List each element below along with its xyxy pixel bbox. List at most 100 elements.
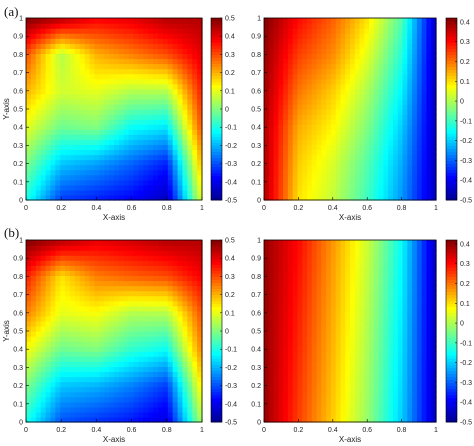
heatmap-cell: [431, 184, 437, 191]
heatmap-cell: [89, 411, 96, 418]
heatmap-cell: [40, 129, 47, 135]
heatmap-cell: [264, 134, 270, 140]
heatmap-cell: [316, 134, 322, 140]
heatmap-cell: [162, 43, 169, 49]
colorbar-band: [446, 190, 457, 195]
heatmap-cell: [30, 245, 37, 251]
colorbar-band: [211, 318, 222, 323]
heatmap-cell: [60, 68, 66, 75]
heatmap-cell: [114, 164, 120, 171]
heatmap-cell: [182, 255, 188, 261]
heatmap-cell: [30, 275, 37, 282]
heatmap-cell: [55, 325, 61, 332]
heatmap-cell: [167, 361, 174, 367]
heatmap-cell: [89, 134, 96, 140]
heatmap-cell: [109, 103, 115, 110]
heatmap-cell: [74, 23, 81, 29]
heatmap-cell: [148, 300, 154, 307]
heatmap-cell: [128, 63, 135, 70]
heatmap-cell: [138, 23, 144, 29]
heatmap-cell: [187, 28, 193, 34]
heatmap-cell: [133, 320, 140, 327]
heatmap-cell: [335, 169, 342, 176]
heatmap-cell: [350, 184, 356, 191]
heatmap-cell: [138, 265, 144, 271]
heatmap-cell: [192, 124, 198, 130]
heatmap-cell: [373, 159, 380, 166]
heatmap-cell: [192, 43, 198, 49]
heatmap-cell: [388, 331, 394, 337]
heatmap-cell: [45, 411, 52, 418]
heatmap-cell: [307, 325, 313, 332]
heatmap-cell: [292, 109, 299, 115]
heatmap-cell: [311, 411, 318, 418]
colorbar-band: [446, 127, 457, 131]
heatmap-cell: [162, 139, 169, 145]
heatmap-cell: [412, 33, 418, 39]
heatmap-cell: [407, 139, 413, 145]
heatmap-cell: [60, 280, 66, 287]
heatmap-cell: [373, 93, 380, 100]
heatmap-cell: [321, 109, 327, 115]
heatmap-cell: [407, 356, 413, 362]
heatmap-cell: [45, 179, 52, 186]
heatmap-cell: [197, 164, 203, 171]
heatmap-cell: [364, 18, 370, 24]
heatmap-cell: [167, 285, 174, 292]
heatmap-cell: [60, 174, 66, 181]
heatmap-cell: [74, 351, 81, 357]
heatmap-cell: [388, 189, 394, 196]
heatmap-cell: [402, 386, 408, 393]
heatmap-cell: [172, 164, 179, 171]
heatmap-cell: [326, 159, 332, 166]
heatmap-cell: [273, 351, 279, 357]
heatmap-cell: [84, 154, 91, 161]
heatmap-cell: [35, 103, 42, 110]
heatmap-cell: [264, 356, 270, 362]
heatmap-cell: [364, 366, 370, 373]
heatmap-cell: [94, 48, 100, 54]
heatmap-cell: [40, 189, 47, 196]
heatmap-cell: [373, 174, 380, 181]
heatmap-cell: [192, 103, 198, 110]
heatmap-cell: [283, 23, 289, 29]
heatmap-cell: [316, 129, 322, 135]
heatmap-cell: [45, 275, 52, 282]
heatmap-cell: [297, 406, 303, 413]
heatmap-cell: [162, 356, 169, 362]
heatmap-cell: [182, 265, 188, 271]
heatmap-cell: [187, 164, 193, 171]
heatmap-cell: [55, 265, 61, 271]
heatmap-cell: [302, 391, 308, 398]
heatmap-cell: [264, 194, 270, 201]
heatmap-cell: [182, 83, 188, 90]
heatmap-cell: [345, 401, 351, 408]
heatmap-cell: [143, 381, 149, 388]
heatmap-a-right: 00.10.20.30.40.50.60.70.80.910 0.2 0.4 0.6 0…: [251, 16, 472, 223]
heatmap-cell: [330, 78, 337, 85]
heatmap-cell: [292, 38, 299, 44]
heatmap-cell: [79, 38, 86, 44]
heatmap-cell: [182, 103, 188, 110]
heatmap-cell: [316, 58, 322, 65]
heatmap-cell: [373, 356, 380, 362]
heatmap-cell: [162, 275, 169, 282]
heatmap-cell: [383, 179, 389, 186]
heatmap-cell: [287, 149, 294, 156]
colorbar-band: [211, 133, 222, 137]
heatmap-cell: [345, 109, 351, 115]
heatmap-cell: [397, 356, 404, 362]
heatmap-cell: [388, 23, 394, 29]
heatmap-cell: [128, 356, 135, 362]
heatmap-cell: [60, 169, 66, 176]
x-tick-label: 0: [262, 205, 266, 212]
heatmap-cell: [118, 189, 125, 196]
colorbar-band: [211, 255, 222, 259]
heatmap-cell: [407, 189, 413, 196]
heatmap-cell: [283, 336, 289, 342]
heatmap-cell: [167, 401, 174, 408]
heatmap-cell: [148, 331, 154, 337]
heatmap-cell: [65, 78, 71, 85]
heatmap-cell: [104, 310, 110, 317]
heatmap-cell: [397, 169, 404, 176]
